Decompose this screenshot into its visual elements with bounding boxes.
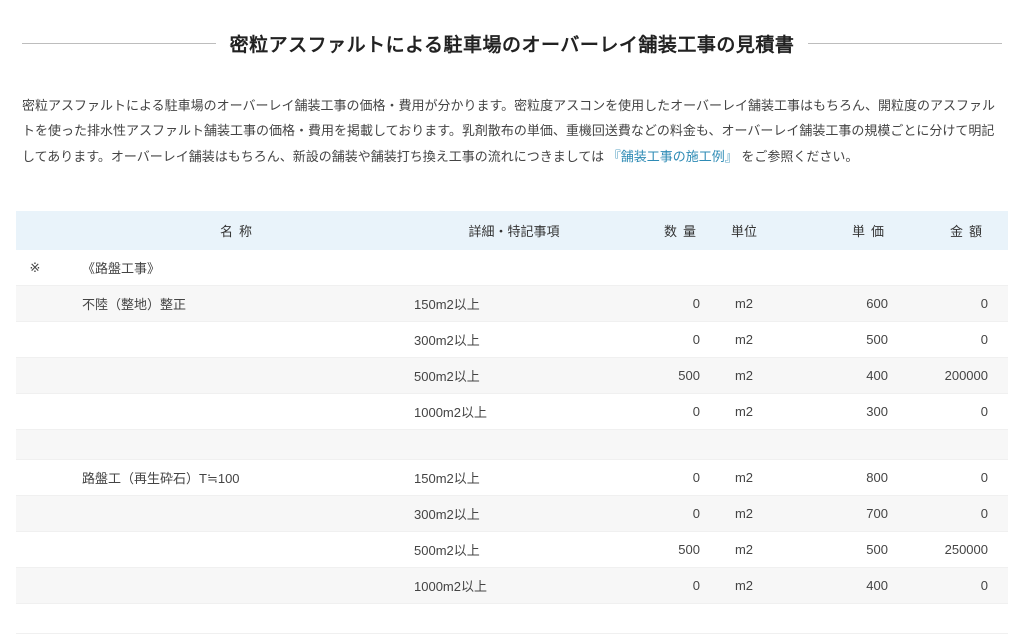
table-row: 500m2以上500m2500250000 xyxy=(16,532,1008,568)
th-detail: 詳細・特記事項 xyxy=(404,211,624,250)
th-price: 単価 xyxy=(778,211,898,250)
cell-detail: 150m2以上 xyxy=(404,286,624,322)
cell-detail: 300m2以上 xyxy=(404,496,624,532)
cell-empty xyxy=(16,604,1008,634)
cell-name xyxy=(54,496,404,532)
cell-unit: m2 xyxy=(710,322,778,358)
cell-qty xyxy=(624,250,710,286)
cell-amount: 0 xyxy=(898,496,1008,532)
cell-unit: m2 xyxy=(710,358,778,394)
cell-mark xyxy=(16,532,54,568)
cell-qty: 0 xyxy=(624,286,710,322)
table-body: ※《路盤工事》不陸（整地）整正150m2以上0m26000300m2以上0m25… xyxy=(16,250,1008,634)
cell-price: 500 xyxy=(778,322,898,358)
table-row: 路盤工（再生砕石）T≒100150m2以上0m28000 xyxy=(16,460,1008,496)
cell-price: 600 xyxy=(778,286,898,322)
page-title-wrap: 密粒アスファルトによる駐車場のオーバーレイ舗装工事の見積書 xyxy=(16,30,1008,57)
table-row: 1000m2以上0m23000 xyxy=(16,394,1008,430)
cell-qty: 0 xyxy=(624,460,710,496)
cell-amount: 250000 xyxy=(898,532,1008,568)
cell-name xyxy=(54,358,404,394)
cell-unit: m2 xyxy=(710,496,778,532)
cell-mark xyxy=(16,496,54,532)
cell-name: 不陸（整地）整正 xyxy=(54,286,404,322)
cell-detail: 1000m2以上 xyxy=(404,568,624,604)
th-unit: 単位 xyxy=(710,211,778,250)
cell-mark xyxy=(16,322,54,358)
cell-name: 《路盤工事》 xyxy=(54,250,404,286)
cell-amount: 0 xyxy=(898,394,1008,430)
table-header-row: 名称 詳細・特記事項 数量 単位 単価 金額 xyxy=(16,211,1008,250)
cell-mark xyxy=(16,286,54,322)
th-mark xyxy=(16,211,54,250)
th-name: 名称 xyxy=(54,211,404,250)
table-row: 500m2以上500m2400200000 xyxy=(16,358,1008,394)
cell-qty: 0 xyxy=(624,322,710,358)
cell-price: 800 xyxy=(778,460,898,496)
estimate-table: 名称 詳細・特記事項 数量 単位 単価 金額 ※《路盤工事》不陸（整地）整正15… xyxy=(16,211,1008,634)
cell-mark xyxy=(16,460,54,496)
cell-price: 300 xyxy=(778,394,898,430)
cell-detail: 500m2以上 xyxy=(404,358,624,394)
cell-detail xyxy=(404,250,624,286)
cell-amount: 0 xyxy=(898,286,1008,322)
cell-qty: 0 xyxy=(624,568,710,604)
cell-unit: m2 xyxy=(710,532,778,568)
cell-price: 400 xyxy=(778,568,898,604)
table-row xyxy=(16,604,1008,634)
table-row xyxy=(16,430,1008,460)
cell-mark xyxy=(16,568,54,604)
cell-amount: 0 xyxy=(898,568,1008,604)
cell-detail: 500m2以上 xyxy=(404,532,624,568)
table-row: ※《路盤工事》 xyxy=(16,250,1008,286)
cell-name xyxy=(54,322,404,358)
table-row: 300m2以上0m25000 xyxy=(16,322,1008,358)
table-row: 1000m2以上0m24000 xyxy=(16,568,1008,604)
cell-mark: ※ xyxy=(16,250,54,286)
cell-detail: 1000m2以上 xyxy=(404,394,624,430)
intro-text-2: をご参照ください。 xyxy=(741,149,858,164)
table-row: 300m2以上0m27000 xyxy=(16,496,1008,532)
intro-link[interactable]: 『舗装工事の施工例』 xyxy=(608,149,738,164)
cell-amount: 0 xyxy=(898,460,1008,496)
title-rule-left xyxy=(22,43,216,44)
cell-qty: 0 xyxy=(624,394,710,430)
cell-empty xyxy=(16,430,1008,460)
title-rule-right xyxy=(808,43,1002,44)
intro-paragraph: 密粒アスファルトによる駐車場のオーバーレイ舗装工事の価格・費用が分かります。密粒… xyxy=(16,93,1008,169)
cell-detail: 300m2以上 xyxy=(404,322,624,358)
cell-amount xyxy=(898,250,1008,286)
cell-unit: m2 xyxy=(710,394,778,430)
cell-name xyxy=(54,568,404,604)
cell-unit: m2 xyxy=(710,460,778,496)
cell-name: 路盤工（再生砕石）T≒100 xyxy=(54,460,404,496)
cell-price xyxy=(778,250,898,286)
cell-detail: 150m2以上 xyxy=(404,460,624,496)
th-amount: 金額 xyxy=(898,211,1008,250)
cell-name xyxy=(54,532,404,568)
cell-unit xyxy=(710,250,778,286)
cell-price: 400 xyxy=(778,358,898,394)
cell-unit: m2 xyxy=(710,286,778,322)
cell-qty: 500 xyxy=(624,532,710,568)
table-row: 不陸（整地）整正150m2以上0m26000 xyxy=(16,286,1008,322)
cell-qty: 500 xyxy=(624,358,710,394)
cell-mark xyxy=(16,358,54,394)
cell-unit: m2 xyxy=(710,568,778,604)
cell-amount: 0 xyxy=(898,322,1008,358)
page-title: 密粒アスファルトによる駐車場のオーバーレイ舗装工事の見積書 xyxy=(230,30,795,57)
cell-mark xyxy=(16,394,54,430)
cell-qty: 0 xyxy=(624,496,710,532)
cell-price: 500 xyxy=(778,532,898,568)
cell-amount: 200000 xyxy=(898,358,1008,394)
cell-price: 700 xyxy=(778,496,898,532)
th-qty: 数量 xyxy=(624,211,710,250)
cell-name xyxy=(54,394,404,430)
